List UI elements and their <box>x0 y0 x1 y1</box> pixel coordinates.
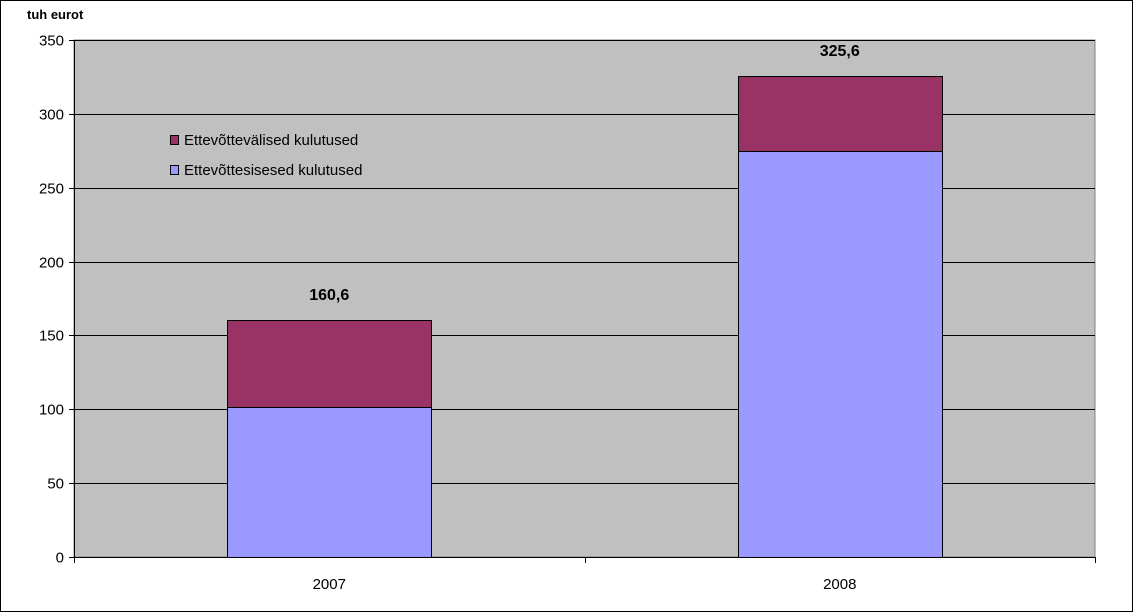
axes <box>69 40 1096 563</box>
y-tick-label: 100 <box>39 402 64 419</box>
y-tick-label: 250 <box>39 181 64 198</box>
legend-label: Ettevõttevälised kulutused <box>184 132 358 149</box>
y-tick-label: 150 <box>39 328 64 345</box>
bar-segment <box>227 320 432 408</box>
bar-segment <box>738 151 943 558</box>
bar-segment <box>227 407 432 558</box>
legend-swatch <box>170 135 179 145</box>
legend-label: Ettevõttesisesed kulutused <box>184 162 362 179</box>
y-tick-label: 300 <box>39 107 64 124</box>
bars <box>227 76 943 558</box>
y-tick-label: 200 <box>39 255 64 272</box>
total-label: 325,6 <box>820 43 860 60</box>
y-tick-label: 350 <box>39 33 64 50</box>
y-tick-label: 0 <box>56 550 64 567</box>
legend: Ettevõttevälised kulutused Ettevõttesises… <box>170 132 362 179</box>
total-label: 160,6 <box>309 287 349 304</box>
legend-swatch <box>170 165 179 175</box>
y-tick-label: 50 <box>47 476 64 493</box>
y-axis-title: tuh eurot <box>27 7 84 22</box>
labels: 0 50 100 150 200 250 300 350 160,6 2007 325,6 2008 <box>39 33 860 594</box>
x-tick-label: 2008 <box>823 576 856 593</box>
bar-segment <box>738 76 943 152</box>
x-tick-label: 2007 <box>313 576 346 593</box>
